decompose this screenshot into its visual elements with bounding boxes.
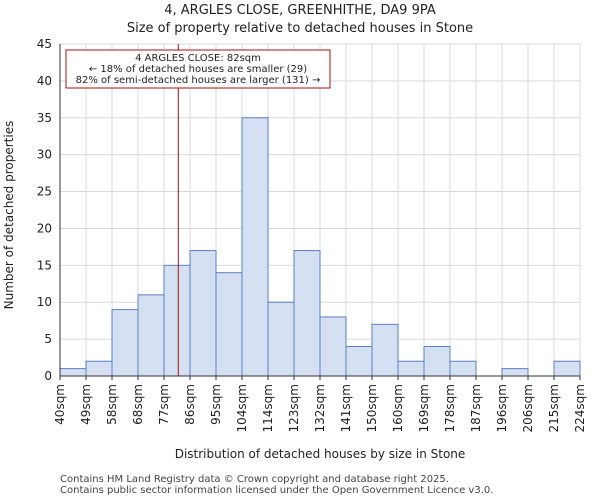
histogram-bar: [163, 264, 191, 377]
x-tick-label: 123sqm: [287, 384, 301, 432]
x-tick-label: 77sqm: [157, 384, 171, 425]
x-tick-label: 150sqm: [365, 384, 379, 432]
histogram-bar: [319, 316, 347, 377]
annotation-line-2: ← 18% of detached houses are smaller (29…: [89, 64, 307, 75]
x-tick-label: 169sqm: [417, 384, 431, 432]
bars: [59, 117, 581, 377]
y-tick-label: 0: [44, 369, 52, 383]
y-tick-label: 25: [37, 185, 52, 199]
histogram-bar: [501, 368, 529, 377]
histogram-bar: [423, 345, 451, 377]
chart-title-subtitle: Size of property relative to detached ho…: [126, 21, 474, 36]
histogram-bar: [371, 323, 399, 377]
x-tick-label: 68sqm: [131, 384, 145, 425]
histogram-bar: [345, 345, 373, 377]
histogram-bar: [267, 301, 295, 377]
histogram-bar: [293, 250, 321, 377]
histogram-bar: [449, 360, 477, 377]
x-tick-label: 196sqm: [495, 384, 509, 432]
y-axis-label: Number of detached properties: [2, 121, 16, 310]
y-tick-label: 45: [37, 37, 52, 51]
footer-copyright: Contains HM Land Registry data © Crown c…: [60, 474, 449, 485]
x-tick-label: 187sqm: [469, 384, 483, 432]
x-tick-label: 104sqm: [235, 384, 249, 432]
axes: 0 5 10 15 20 25 30 35 40 45 40sqm 49sqm 58sqm 68sqm 77…: [37, 37, 587, 432]
histogram-bar: [111, 309, 139, 377]
x-tick-label: 178sqm: [443, 384, 457, 432]
x-tick-label: 86sqm: [183, 384, 197, 425]
y-tick-label: 10: [37, 295, 52, 309]
histogram-bar: [241, 117, 269, 377]
histogram-bar: [215, 272, 243, 377]
histogram-bar: [189, 250, 217, 377]
x-tick-label: 206sqm: [521, 384, 535, 432]
x-tick-label: 160sqm: [391, 384, 405, 432]
histogram-bar: [553, 360, 581, 377]
x-tick-label: 215sqm: [547, 384, 561, 432]
x-tick-label: 58sqm: [105, 384, 119, 425]
y-tick-label: 35: [37, 111, 52, 125]
x-tick-label: 141sqm: [339, 384, 353, 432]
y-tick-label: 5: [44, 332, 52, 346]
histogram-bar: [397, 360, 425, 377]
x-tick-label: 40sqm: [53, 384, 67, 425]
annotation-line-1: 4 ARGLES CLOSE: 82sqm: [135, 53, 261, 64]
x-tick-label: 132sqm: [313, 384, 327, 432]
y-tick-label: 20: [37, 221, 52, 235]
x-axis-label: Distribution of detached houses by size …: [175, 447, 466, 461]
y-tick-label: 30: [37, 148, 52, 162]
histogram-bar: [137, 294, 165, 377]
histogram-bar: [59, 368, 87, 377]
chart-title-address: 4, ARGLES CLOSE, GREENHITHE, DA9 9PA: [164, 3, 436, 18]
annotation-box: [65, 49, 331, 89]
x-tick-label: 49sqm: [79, 384, 93, 425]
x-tick-label: 114sqm: [261, 384, 275, 432]
histogram-bar: [85, 360, 113, 377]
x-tick-label: 224sqm: [573, 384, 587, 432]
annotation-line-3: 82% of semi-detached houses are larger (…: [76, 75, 321, 86]
x-tick-label: 95sqm: [209, 384, 223, 425]
y-tick-label: 15: [37, 258, 52, 272]
footer-licence: Contains public sector information licen…: [60, 485, 494, 496]
property-marker: 4 ARGLES CLOSE: 82sqm← 18% of detached h…: [65, 44, 331, 376]
y-tick-label: 40: [37, 74, 52, 88]
